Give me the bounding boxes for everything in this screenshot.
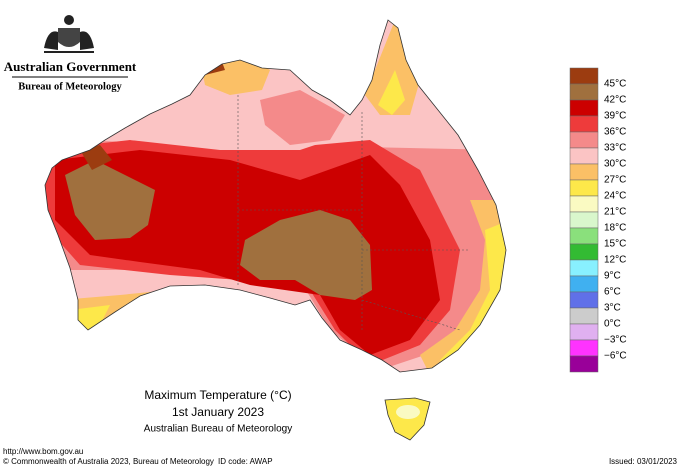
legend-label: 15°C (604, 239, 626, 250)
state-borders (237, 95, 470, 331)
legend-label: −3°C (604, 335, 627, 346)
tasmania (385, 398, 430, 440)
legend-label: 3°C (604, 303, 621, 314)
legend-swatch (569, 115, 599, 133)
legend-label: 9°C (604, 271, 621, 282)
legend-label: 0°C (604, 319, 621, 330)
legend-swatch (569, 179, 599, 197)
bureau-name: Bureau of Meteorology (18, 81, 122, 92)
legend-swatch (569, 211, 599, 229)
legend-label: 27°C (604, 175, 626, 186)
footer-copyright: © Commonwealth of Australia 2023, Bureau… (3, 457, 214, 466)
map-title: Maximum Temperature (°C) (144, 388, 291, 402)
footer-id: ID code: AWAP (218, 457, 273, 466)
legend-swatch (569, 243, 599, 261)
legend-label: 36°C (604, 127, 626, 138)
legend-label: 21°C (604, 207, 626, 218)
legend-label: 6°C (604, 287, 621, 298)
legend-label: 42°C (604, 95, 626, 106)
legend-swatch (569, 275, 599, 293)
legend-swatch (569, 227, 599, 245)
legend-swatch (569, 307, 599, 325)
legend-label: 30°C (604, 159, 626, 170)
legend-label: 39°C (604, 111, 626, 122)
legend-swatch (569, 259, 599, 277)
coat-of-arms (44, 15, 94, 53)
legend: 45°C 42°C 39°C 36°C 33°C 30°C 27°C 24°C 21°C 18°C… (569, 67, 627, 373)
legend-label: 33°C (604, 143, 626, 154)
legend-swatch (569, 67, 599, 85)
agency-name: Australian Government (4, 59, 137, 74)
legend-label: 45°C (604, 79, 626, 90)
map-source: Australian Bureau of Meteorology (144, 424, 292, 435)
legend-swatch (569, 83, 599, 101)
legend-swatch (569, 339, 599, 357)
legend-swatch (569, 163, 599, 181)
legend-swatch (569, 131, 599, 149)
legend-label: 24°C (604, 191, 626, 202)
legend-swatch (569, 323, 599, 341)
legend-label: 18°C (604, 223, 626, 234)
map-date: 1st January 2023 (172, 405, 264, 419)
legend-label: 12°C (604, 255, 626, 266)
tasmania-outline (384, 397, 431, 441)
legend-swatch (569, 195, 599, 213)
legend-swatch (569, 147, 599, 165)
footer-url: http://www.bom.gov.au (3, 447, 83, 456)
legend-label: −6°C (604, 351, 627, 362)
legend-swatch (569, 99, 599, 117)
footer-issued: Issued: 03/01/2023 (609, 457, 678, 466)
legend-swatch (569, 355, 599, 373)
legend-swatch (569, 291, 599, 309)
